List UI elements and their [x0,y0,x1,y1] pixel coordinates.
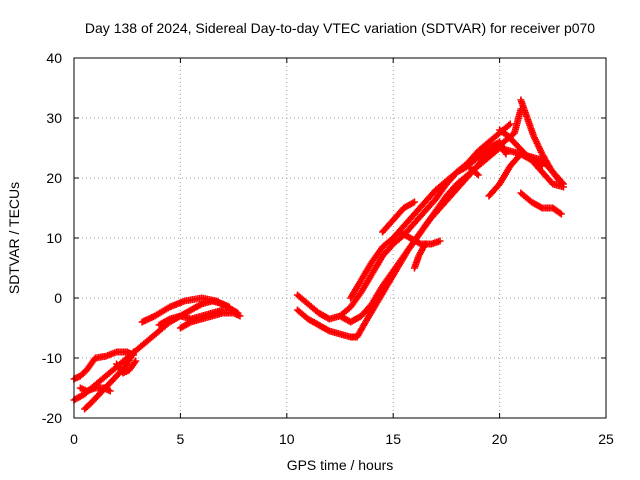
data-point-marker [474,171,482,179]
series-track-18 [517,96,563,185]
y-tick-label: -20 [42,410,62,426]
data-point-marker [324,326,332,334]
series-track-12 [347,138,510,302]
data-point-marker [164,316,172,324]
y-tick-label: 0 [54,290,62,306]
data-point-marker [537,203,545,211]
series-track-20 [496,126,546,170]
data-point-marker [559,183,567,191]
y-tick-label: 20 [46,170,62,186]
series-track-19 [517,189,565,218]
data-point-marker [557,210,565,218]
series-track-8 [176,309,244,332]
axis-ticks: 0 5 10 15 20 25 -20 -10 0 10 20 30 40 [42,50,614,447]
data-point-marker [186,319,194,327]
x-tick-label: 25 [598,431,614,447]
x-tick-label: 5 [177,431,185,447]
data-point-marker [130,348,138,356]
series-track-15 [410,240,429,272]
data-point-marker [132,357,140,365]
data-point-marker [473,170,481,178]
x-tick-label: 15 [385,431,401,447]
data-point-marker [537,161,545,169]
y-tick-label: 30 [46,110,62,126]
data-point-marker [421,240,429,248]
x-tick-label: 20 [492,431,508,447]
y-tick-label: 40 [46,50,62,66]
data-point-marker [106,387,114,395]
x-tick-label: 10 [279,431,295,447]
series-track-6 [138,294,242,326]
y-axis-label: SDTVAR / TECUs [6,182,22,294]
chart-title: Day 138 of 2024, Sidereal Day-to-day VTE… [85,20,595,36]
data-point-marker [538,162,546,170]
x-axis-label: GPS time / hours [287,457,394,473]
data-point-marker [409,199,417,207]
data-point-marker [554,176,562,183]
data-point-marker [505,121,513,129]
y-tick-label: 10 [46,230,62,246]
data-point-marker [196,301,204,309]
series-track-16 [442,162,482,188]
data-point-marker [555,177,563,185]
data-point-marker [502,150,510,158]
series-track-9 [293,120,514,323]
y-tick-label: -10 [42,350,62,366]
data-point-marker [410,198,418,206]
series-track-5 [113,357,140,377]
data-point-marker [415,239,423,247]
series-track-11 [336,144,567,326]
data-point-marker [131,359,139,366]
data-point-marker [556,209,564,217]
data-point-marker [236,312,244,320]
data-layer [70,96,567,413]
data-point-marker [436,237,444,245]
x-tick-label: 0 [70,431,78,447]
data-point-marker [506,120,514,128]
series-track-13 [379,198,418,236]
